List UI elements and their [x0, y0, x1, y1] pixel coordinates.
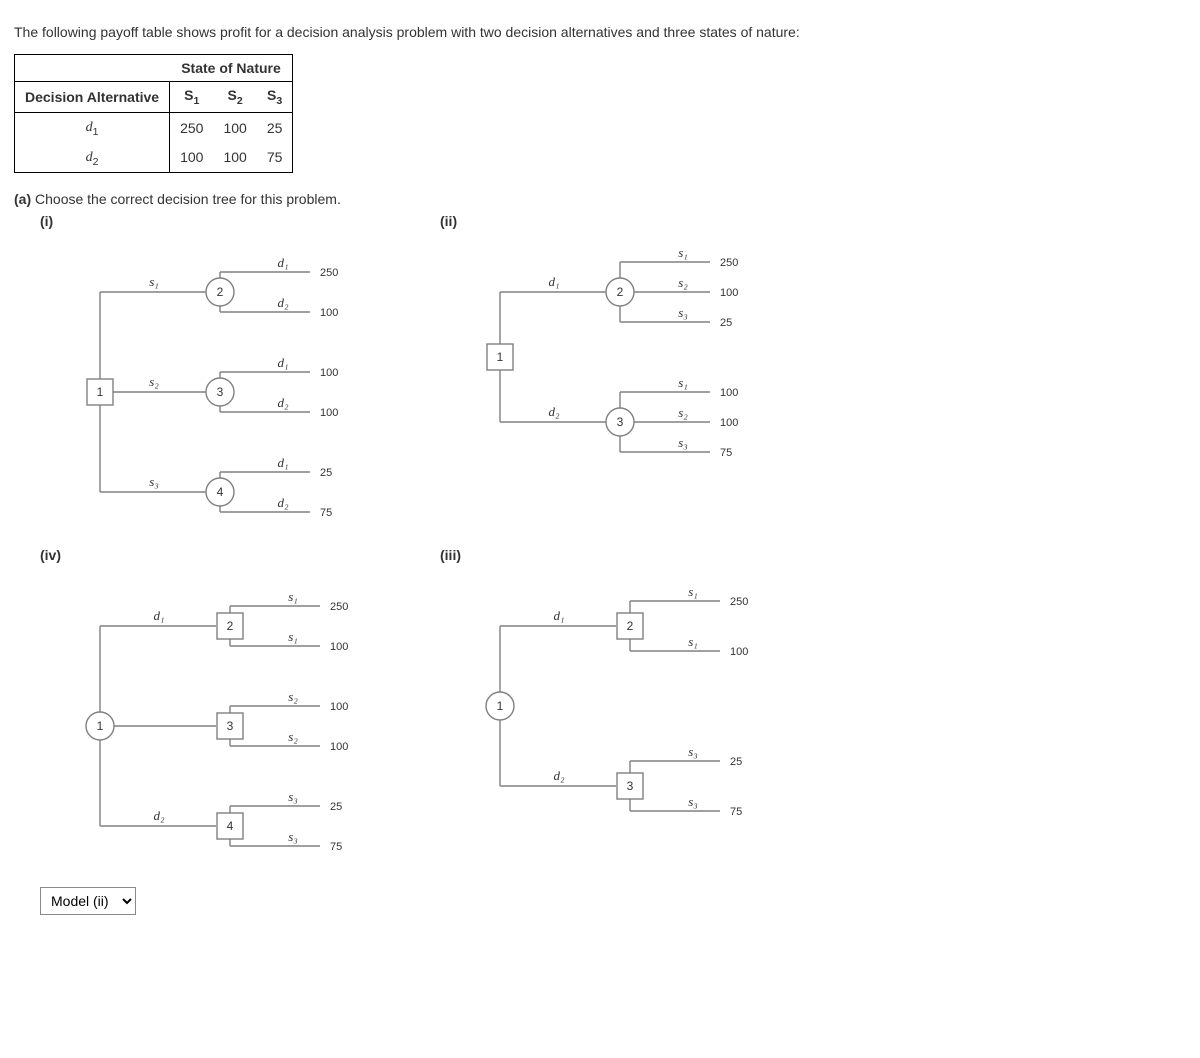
col-s2: S2: [213, 82, 256, 113]
svg-text:100: 100: [720, 387, 738, 399]
svg-text:s₂: s₂: [288, 729, 298, 744]
svg-text:75: 75: [720, 447, 732, 459]
svg-text:3: 3: [627, 779, 634, 793]
cell-d1-s3: 25: [257, 112, 293, 142]
svg-text:100: 100: [320, 307, 338, 319]
svg-text:s₂: s₂: [678, 405, 688, 420]
svg-text:d₂: d₂: [277, 295, 289, 310]
svg-text:3: 3: [617, 415, 624, 429]
cell-d2-s3: 75: [257, 143, 293, 173]
svg-text:250: 250: [320, 267, 338, 279]
cell-d1-s2: 100: [213, 112, 256, 142]
svg-text:2: 2: [227, 619, 234, 633]
svg-text:100: 100: [720, 287, 738, 299]
cell-d2-s1: 100: [170, 143, 214, 173]
svg-text:s₂: s₂: [149, 374, 159, 389]
option-iii: (iii) d₁ d₂ s₁ 250 s₁ 100 s₃ 25 s₃ 75 2 3 1: [440, 547, 840, 881]
svg-text:s₁: s₁: [678, 245, 688, 260]
table-header-span: State of Nature: [170, 55, 293, 82]
svg-text:25: 25: [320, 467, 332, 479]
svg-text:d₁: d₁: [277, 455, 288, 470]
svg-text:s₁: s₁: [688, 634, 698, 649]
svg-text:250: 250: [730, 596, 748, 608]
svg-text:25: 25: [730, 756, 742, 768]
svg-text:d₂: d₂: [153, 808, 165, 823]
svg-text:d₂: d₂: [553, 768, 565, 783]
row-d2: d2: [15, 143, 170, 173]
svg-text:100: 100: [320, 407, 338, 419]
answer-dropdown[interactable]: Model (i)Model (ii)Model (iii)Model (iv): [40, 887, 136, 915]
svg-text:75: 75: [320, 507, 332, 519]
svg-text:100: 100: [320, 367, 338, 379]
svg-text:d₁: d₁: [277, 355, 288, 370]
svg-text:d₁: d₁: [553, 608, 564, 623]
svg-text:1: 1: [497, 350, 504, 364]
svg-text:s₃: s₃: [288, 789, 298, 804]
tree-i: s₁ s₂ s₃ d₁ 250 d₂ 100 d₁ 100 d₂ 100 d₁ 25 d₂ 75 2 3 4 1: [40, 217, 400, 547]
svg-text:s₁: s₁: [288, 629, 298, 644]
tree-iv: d₁ d₂ s₁ 250 s₁ 100 s₂ 100 s₂ 100 s₃ 25 s₃ 75 2 3 4 1: [40, 551, 400, 881]
svg-text:s₁: s₁: [688, 584, 698, 599]
svg-text:s₃: s₃: [149, 474, 159, 489]
svg-text:3: 3: [227, 719, 234, 733]
svg-text:2: 2: [217, 285, 224, 299]
svg-text:75: 75: [330, 841, 342, 853]
svg-text:100: 100: [330, 641, 348, 653]
svg-text:s₃: s₃: [678, 435, 688, 450]
svg-text:25: 25: [720, 317, 732, 329]
svg-text:d₁: d₁: [277, 255, 288, 270]
svg-text:s₃: s₃: [688, 744, 698, 759]
svg-text:s₃: s₃: [678, 305, 688, 320]
svg-text:s₁: s₁: [288, 589, 298, 604]
option-i: (i) s₁ s₂ s₃ d₁ 250 d₂ 100 d₁ 100 d₂ 100 d₁ 25 d₂ 75 2 3…: [40, 213, 440, 547]
label-iii: (iii): [440, 547, 461, 563]
svg-text:d₁: d₁: [548, 274, 559, 289]
svg-text:s₃: s₃: [288, 829, 298, 844]
svg-text:250: 250: [330, 601, 348, 613]
svg-text:4: 4: [217, 485, 224, 499]
label-iv: (iv): [40, 547, 61, 563]
tree-ii: d₁ d₂ s₁ 250 s₂ 100 s₃ 25 s₁ 100 s₂ 100 s₃ 75 2 3 1: [440, 217, 800, 497]
svg-text:s₃: s₃: [688, 794, 698, 809]
svg-text:d₂: d₂: [277, 395, 289, 410]
cell-d2-s2: 100: [213, 143, 256, 173]
svg-text:d₂: d₂: [548, 404, 560, 419]
svg-text:25: 25: [330, 801, 342, 813]
label-ii: (ii): [440, 213, 457, 229]
svg-text:d₁: d₁: [153, 608, 164, 623]
svg-text:100: 100: [720, 417, 738, 429]
svg-text:100: 100: [330, 741, 348, 753]
option-ii: (ii) d₁ d₂ s₁ 250 s₂ 100 s₃ 25 s₁ 100 s₂ 100 s₃ 75 2 3 1: [440, 213, 840, 547]
svg-text:1: 1: [97, 719, 104, 733]
svg-text:3: 3: [217, 385, 224, 399]
question-a: (a) Choose the correct decision tree for…: [14, 191, 1186, 207]
svg-text:4: 4: [227, 819, 234, 833]
col-s1: S1: [170, 82, 214, 113]
tree-iii: d₁ d₂ s₁ 250 s₁ 100 s₃ 25 s₃ 75 2 3 1: [440, 551, 800, 851]
col-s3: S3: [257, 82, 293, 113]
svg-text:250: 250: [720, 257, 738, 269]
svg-text:d₂: d₂: [277, 495, 289, 510]
svg-text:s₁: s₁: [149, 274, 159, 289]
svg-text:1: 1: [97, 385, 104, 399]
svg-text:100: 100: [330, 701, 348, 713]
svg-text:75: 75: [730, 806, 742, 818]
svg-text:2: 2: [627, 619, 634, 633]
problem-intro: The following payoff table shows profit …: [14, 24, 1186, 40]
svg-text:100: 100: [730, 646, 748, 658]
svg-text:1: 1: [497, 699, 504, 713]
row-d1: d1: [15, 112, 170, 142]
svg-text:s₂: s₂: [288, 689, 298, 704]
svg-text:s₂: s₂: [678, 275, 688, 290]
svg-text:s₁: s₁: [678, 375, 688, 390]
svg-text:2: 2: [617, 285, 624, 299]
label-i: (i): [40, 213, 53, 229]
row-header: Decision Alternative: [15, 82, 170, 113]
option-iv: (iv) d₁ d₂ s₁ 250 s₁ 100 s₂ 100 s₂ 100 s₃ 25 s₃ 75 2 3 4…: [40, 547, 440, 881]
payoff-table: State of Nature Decision Alternative S1 …: [14, 54, 293, 173]
cell-d1-s1: 250: [170, 112, 214, 142]
